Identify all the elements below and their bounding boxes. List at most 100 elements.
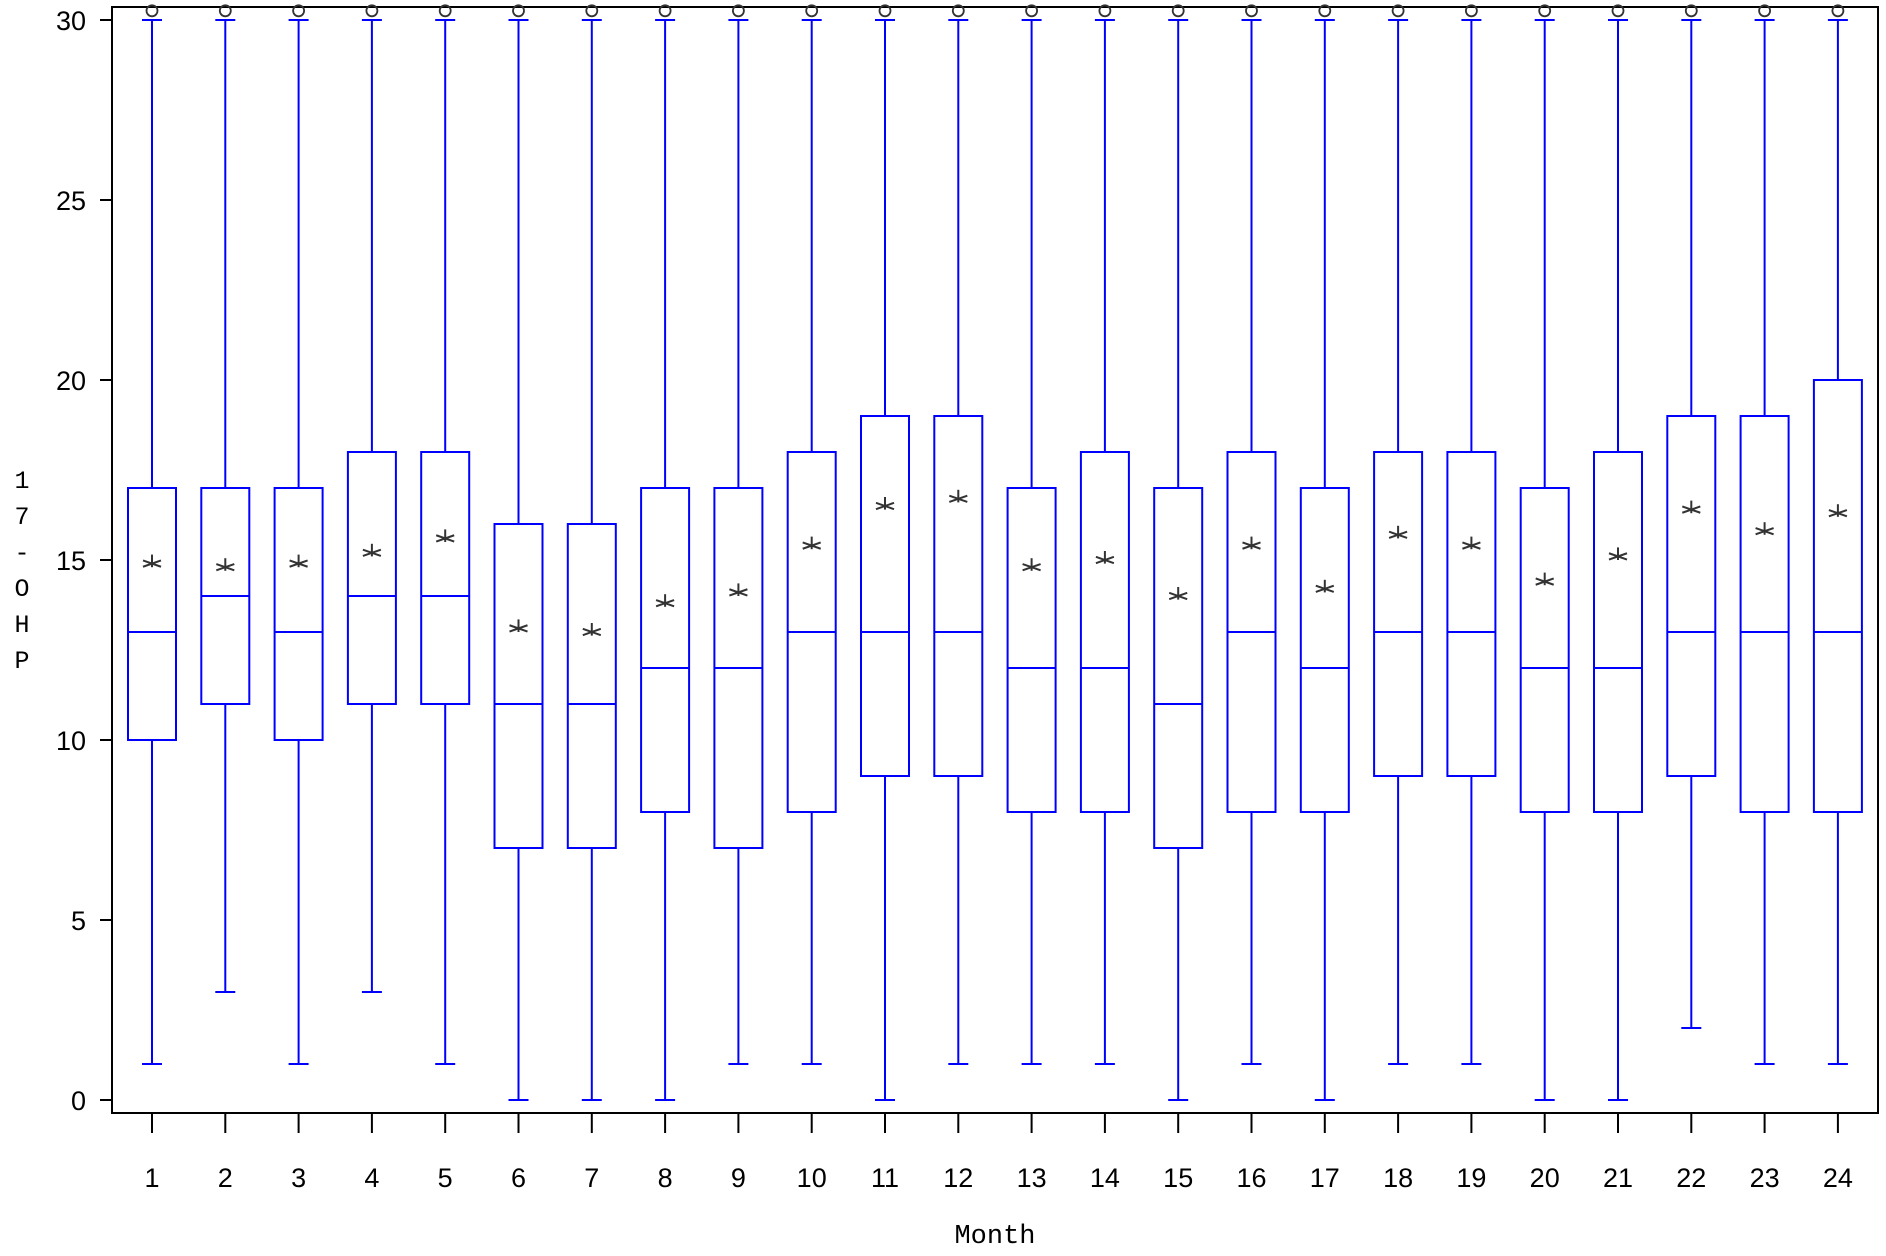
x-tick-label: 4 <box>364 1163 379 1193</box>
y-tick-label: 15 <box>56 546 86 576</box>
box-month-18 <box>1373 4 1424 1065</box>
mean-marker <box>1388 525 1408 539</box>
y-tick-label: 0 <box>71 1086 86 1116</box>
y-axis-label: 1 7 - OHP <box>14 467 29 676</box>
box-month-13 <box>1006 4 1057 1065</box>
x-tick-label: 9 <box>731 1163 746 1193</box>
outlier-point <box>1831 4 1845 18</box>
outlier-point <box>1025 4 1038 18</box>
mean-marker <box>1095 551 1115 565</box>
mean-marker <box>362 543 382 557</box>
mean-marker-stroke <box>1022 563 1041 572</box>
iqr-box <box>566 523 617 849</box>
outlier-point <box>1465 4 1478 18</box>
box-month-10 <box>786 4 837 1065</box>
mean-marker <box>1242 536 1261 550</box>
box-month-2 <box>200 4 251 993</box>
x-tick-label: 10 <box>797 1163 827 1193</box>
mean-marker <box>215 558 235 572</box>
iqr-box <box>273 487 324 741</box>
mean-marker-stroke <box>1681 505 1701 514</box>
outlier-point <box>1318 4 1332 18</box>
box-month-11 <box>860 4 910 1101</box>
outlier-point <box>1611 4 1625 18</box>
iqr-box <box>1593 451 1643 813</box>
x-axis-label: Month <box>954 1222 1035 1251</box>
iqr-box <box>1739 415 1790 813</box>
mean-marker <box>1828 504 1848 518</box>
x-tick-label: 17 <box>1310 1163 1340 1193</box>
outlier-point <box>805 4 819 18</box>
mean-marker <box>582 623 602 637</box>
box-month-17 <box>1299 4 1350 1101</box>
box-month-6 <box>493 4 544 1101</box>
box-month-5 <box>420 4 471 1065</box>
mean-marker-stroke <box>1095 555 1115 565</box>
iqr-box <box>127 487 177 741</box>
box-month-4 <box>346 4 397 993</box>
box-month-14 <box>1079 4 1130 1065</box>
x-tick-label: 5 <box>438 1163 453 1193</box>
x-tick-label: 3 <box>291 1163 306 1193</box>
y-axis-label-char: 1 <box>14 467 29 496</box>
mean-marker-stroke <box>362 548 382 557</box>
mean-marker-stroke <box>509 624 528 633</box>
mean-marker <box>1315 579 1335 593</box>
mean-marker-stroke <box>582 627 602 637</box>
mean-marker-stroke <box>1608 552 1628 561</box>
box-month-16 <box>1226 4 1277 1065</box>
x-tick-label: 8 <box>658 1163 673 1193</box>
iqr-box <box>1006 487 1057 813</box>
outlier-point <box>1098 4 1112 18</box>
x-tick-label: 15 <box>1163 1163 1193 1193</box>
x-tick-label: 24 <box>1823 1163 1853 1193</box>
x-axis: 1 2 3 4 5 6 7 8 9 10 11 12 13 14 15 16 17 18 19 20 21 22 23 24 <box>144 1113 1853 1193</box>
mean-marker <box>729 583 748 597</box>
y-axis-label-char: O <box>14 575 29 604</box>
x-tick-label: 14 <box>1090 1163 1120 1193</box>
mean-marker-stroke <box>1755 527 1774 536</box>
outlier-point <box>658 4 672 18</box>
x-tick-label: 21 <box>1603 1163 1633 1193</box>
mean-marker-stroke <box>215 563 235 572</box>
outlier-point <box>145 4 159 18</box>
x-tick-label: 23 <box>1750 1163 1780 1193</box>
x-tick-label: 6 <box>511 1163 526 1193</box>
y-tick-label: 10 <box>56 726 86 756</box>
x-tick-label: 22 <box>1676 1163 1706 1193</box>
box-month-24 <box>1812 4 1863 1065</box>
box-month-19 <box>1446 4 1497 1065</box>
box-month-23 <box>1739 4 1790 1065</box>
outlier-point <box>951 4 965 18</box>
x-tick-label: 13 <box>1017 1163 1047 1193</box>
outlier-point <box>438 4 452 18</box>
iqr-box <box>1812 379 1863 813</box>
mean-marker-stroke <box>802 541 822 550</box>
outlier-point <box>292 4 306 18</box>
mean-marker <box>1755 522 1774 536</box>
outlier-point <box>1538 4 1552 18</box>
mean-marker-stroke <box>1315 584 1335 593</box>
box-month-12 <box>933 4 984 1065</box>
x-tick-label: 16 <box>1236 1163 1266 1193</box>
mean-marker <box>289 554 308 568</box>
outlier-point <box>512 4 525 18</box>
x-tick-label: 20 <box>1530 1163 1560 1193</box>
iqr-box <box>1079 451 1130 813</box>
iqr-box <box>1446 451 1497 777</box>
x-tick-label: 19 <box>1456 1163 1486 1193</box>
iqr-box <box>1299 487 1350 813</box>
mean-marker-stroke <box>289 559 308 568</box>
outlier-point <box>1245 4 1258 18</box>
box-series <box>127 4 1863 1101</box>
box-month-3 <box>273 4 324 1065</box>
box-month-22 <box>1666 4 1717 1029</box>
y-tick-label: 30 <box>56 6 86 36</box>
box-month-15 <box>1153 4 1204 1101</box>
mean-marker-stroke <box>1462 541 1481 550</box>
outlier-point <box>585 4 599 18</box>
box-month-1 <box>127 4 177 1065</box>
mean-marker-stroke <box>729 588 748 597</box>
